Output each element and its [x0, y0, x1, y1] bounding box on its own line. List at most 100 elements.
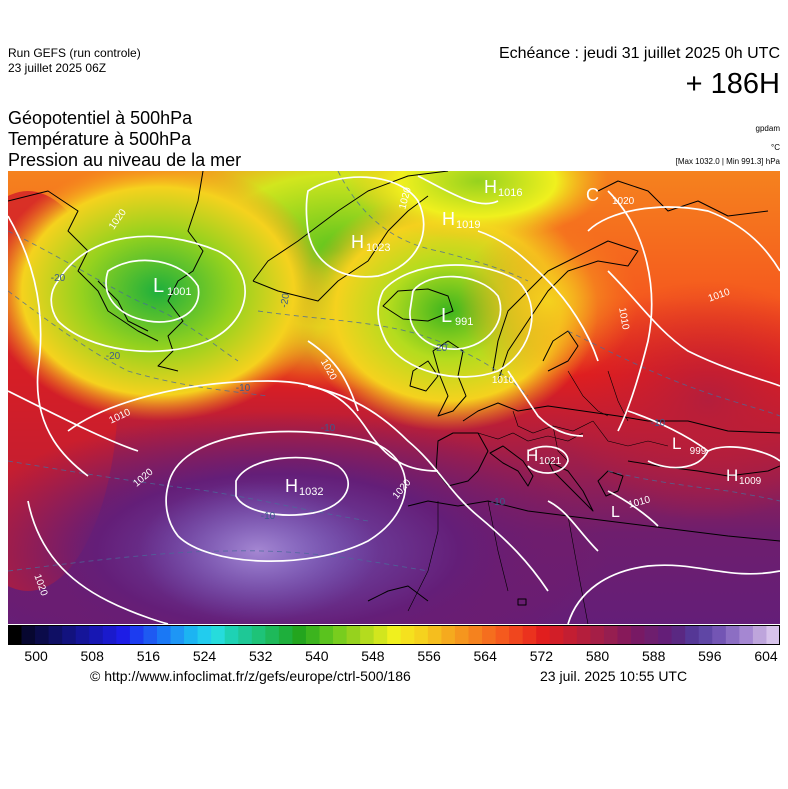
- temperature-label: -20: [279, 292, 292, 309]
- colorbar-tick-label: 564: [473, 648, 497, 664]
- isobar-label: 999: [690, 446, 707, 457]
- colorbar-tick-label: 596: [698, 648, 722, 664]
- unit-geopotential: gpdam: [755, 124, 780, 133]
- temperature-label: -20: [433, 343, 448, 354]
- colorbar-swatch: [333, 625, 347, 645]
- low-value: 991: [455, 316, 473, 328]
- coastlines: [8, 171, 780, 606]
- param-geopotential: Géopotentiel à 500hPa: [8, 108, 193, 128]
- source-url[interactable]: © http://www.infoclimat.fr/z/gefs/europe…: [90, 668, 411, 684]
- low-center-balkans: L: [611, 504, 620, 521]
- high-value: 1016: [498, 187, 522, 199]
- colorbar-swatch: [35, 625, 50, 645]
- colorbar-tick-label: 580: [585, 648, 610, 664]
- high-value: 1023: [366, 242, 390, 254]
- colorbar-swatch: [482, 625, 496, 645]
- colorbar-swatch: [319, 625, 334, 645]
- colorbar-swatch: [116, 625, 131, 645]
- high-letter: H: [484, 177, 497, 197]
- colorbar-swatch: [603, 625, 618, 645]
- colorbar-swatch: [89, 625, 104, 645]
- colorbar-swatch: [21, 625, 36, 645]
- colorbar-swatch: [143, 625, 158, 645]
- colorbar-swatch: [197, 625, 212, 645]
- colorbar-swatch: [441, 625, 456, 645]
- colorbar-swatch: [563, 625, 578, 645]
- colorbar-tick-label: 500: [24, 648, 48, 664]
- temperature-label: -10: [261, 511, 276, 522]
- colorbar-swatch: [251, 625, 266, 645]
- high-letter: H: [351, 232, 364, 252]
- colorbar-swatch: [48, 625, 63, 645]
- high-center-black-sea: H 1009: [726, 466, 762, 487]
- colorbar-swatch: [509, 625, 524, 645]
- colorbar-swatch: [522, 625, 537, 645]
- colorbar-swatch: [414, 625, 429, 645]
- run-date: 23 juillet 2025 06Z: [8, 61, 107, 75]
- colorbar-tick-label: 532: [249, 648, 273, 664]
- param-temperature: Température à 500hPa: [8, 129, 192, 149]
- colorbar-swatch: [238, 625, 253, 645]
- low-letter: C: [586, 185, 599, 205]
- colorbar-swatch: [278, 625, 293, 645]
- colorbar-swatch: [156, 625, 171, 645]
- colorbar-swatch: [184, 625, 199, 645]
- isobars: [8, 175, 780, 624]
- high-letter: H: [526, 446, 538, 465]
- colorbar-tick-label: 516: [136, 648, 161, 664]
- low-center-ukraine: L: [672, 434, 681, 453]
- colorbar-swatch: [265, 625, 280, 645]
- colorbar-swatch: [671, 625, 686, 645]
- lead-time: + 186H: [685, 68, 780, 100]
- colorbar-swatch: [549, 625, 564, 645]
- colorbar-swatch: [292, 625, 307, 645]
- pressure-centers: H 1032 L 991 L 1001 H 1023 H 1016 H 1019…: [153, 177, 762, 521]
- colorbar-swatch: [170, 625, 185, 645]
- colorbar-swatch: [427, 625, 442, 645]
- high-center-azores: H 1032: [285, 476, 323, 498]
- colorbar-swatch: [468, 625, 483, 645]
- colorbar-tick-label: 572: [529, 648, 554, 664]
- high-letter: H: [442, 209, 455, 229]
- colorbar-swatch: [305, 625, 320, 645]
- high-value: 1019: [456, 219, 480, 231]
- high-center-norwegian-sea: H 1019: [442, 209, 480, 231]
- colorbar-swatch: [495, 625, 510, 645]
- temperature-label: -10: [651, 418, 666, 429]
- low-value: 1001: [167, 286, 191, 298]
- colorbar-swatch: [224, 625, 239, 645]
- colorbar-tick-label: 604: [754, 648, 778, 664]
- colorbar-swatch: [685, 625, 700, 645]
- colorbar-swatch: [211, 625, 226, 645]
- colorbar-tick-label: 588: [642, 648, 666, 664]
- low-center-iceland: L 991: [441, 305, 473, 328]
- colorbar-swatch: [75, 625, 90, 645]
- colorbar-ticks: 500 508 516 524 532 540 548 556 564 572 580 588 596 6…: [8, 648, 780, 666]
- colorbar-swatch: [698, 625, 713, 645]
- high-value: 1009: [739, 476, 762, 487]
- temperature-labels: -20 -20 -20 -20 -10 -10 -10 -10 -10: [51, 273, 666, 522]
- valid-time: Echéance : jeudi 31 juillet 2025 0h UTC: [498, 45, 780, 62]
- colorbar: [8, 625, 780, 645]
- colorbar-swatch: [576, 625, 591, 645]
- colorbar-swatch: [766, 625, 780, 645]
- colorbar-swatch: [360, 625, 375, 645]
- colorbar-swatch: [387, 625, 402, 645]
- colorbar-tick-label: 540: [305, 648, 329, 664]
- low-center-labrador: L 1001: [153, 275, 191, 298]
- colorbar-swatch: [644, 625, 659, 645]
- temperature-label: -20: [106, 351, 121, 362]
- generated-time: 23 juil. 2025 10:55 UTC: [540, 668, 688, 684]
- weather-map: 1020 1020 1020 1020 1020 1020 1010 1010 …: [8, 171, 780, 624]
- high-value: 1021: [539, 456, 562, 467]
- colorbar-swatch: [617, 625, 632, 645]
- colorbar-swatch: [346, 625, 361, 645]
- borders: [407, 370, 669, 624]
- high-letter: H: [726, 466, 738, 485]
- colorbar-frame: [8, 625, 780, 645]
- colorbar-swatch: [631, 625, 645, 645]
- colorbar-swatch: [658, 625, 673, 645]
- low-letter: L: [611, 504, 620, 521]
- low-letter: L: [441, 305, 452, 327]
- colorbar-swatch: [454, 625, 469, 645]
